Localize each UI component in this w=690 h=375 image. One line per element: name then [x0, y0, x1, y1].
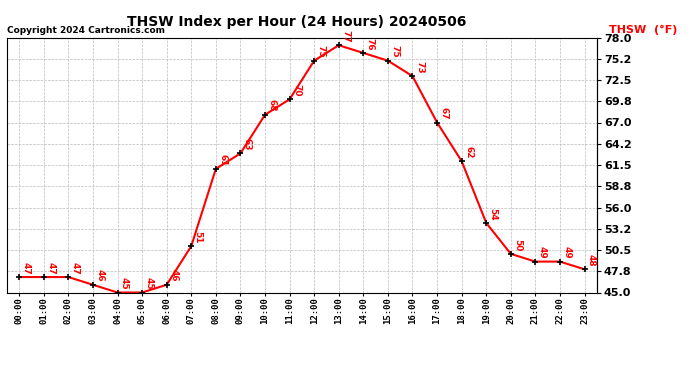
- Text: 46: 46: [169, 269, 178, 282]
- Text: 76: 76: [366, 38, 375, 50]
- Text: 68: 68: [268, 99, 277, 112]
- Text: 50: 50: [513, 239, 522, 251]
- Text: 49: 49: [562, 246, 571, 259]
- Text: 48: 48: [587, 254, 596, 267]
- Text: 45: 45: [120, 277, 129, 290]
- Text: 49: 49: [538, 246, 547, 259]
- Text: THSW  (°F): THSW (°F): [609, 25, 677, 35]
- Text: 67: 67: [440, 107, 449, 120]
- Text: THSW Index per Hour (24 Hours) 20240506: THSW Index per Hour (24 Hours) 20240506: [127, 15, 466, 29]
- Text: 46: 46: [95, 269, 104, 282]
- Text: 47: 47: [71, 261, 80, 274]
- Text: 73: 73: [415, 61, 424, 74]
- Text: 51: 51: [194, 231, 203, 243]
- Text: 47: 47: [46, 261, 55, 274]
- Text: Copyright 2024 Cartronics.com: Copyright 2024 Cartronics.com: [7, 26, 165, 35]
- Text: 70: 70: [292, 84, 301, 96]
- Text: 62: 62: [464, 146, 473, 158]
- Text: 47: 47: [21, 261, 30, 274]
- Text: 77: 77: [341, 30, 351, 42]
- Text: 45: 45: [144, 277, 154, 290]
- Text: 75: 75: [317, 45, 326, 58]
- Text: 61: 61: [218, 154, 227, 166]
- Text: 75: 75: [391, 45, 400, 58]
- Text: 63: 63: [243, 138, 252, 151]
- Text: 54: 54: [489, 207, 497, 220]
